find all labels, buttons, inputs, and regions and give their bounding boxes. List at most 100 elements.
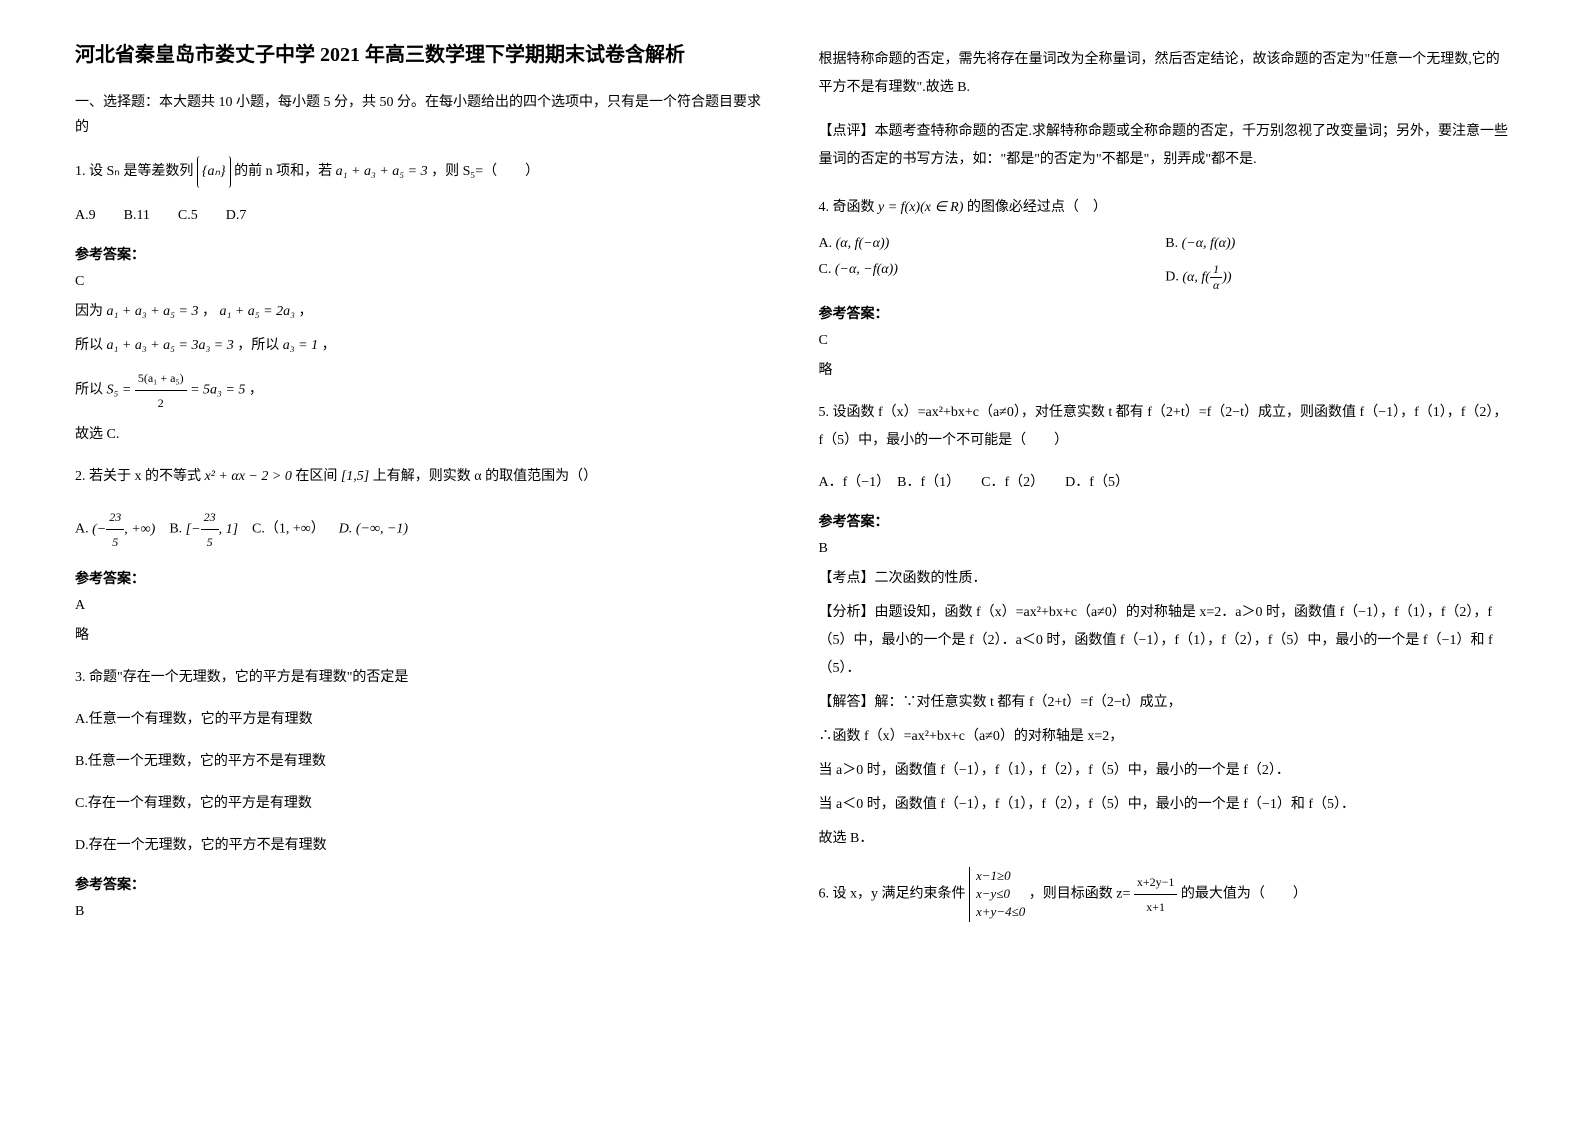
- q5-exp1: 【考点】二次函数的性质．: [819, 565, 1513, 593]
- q6-c2: x−y≤0: [976, 885, 1025, 903]
- q3-optC: C.存在一个有理数，它的平方是有理数: [75, 790, 769, 818]
- q4-answer: C: [819, 333, 1513, 349]
- q2-optA: (−235, +∞): [92, 522, 155, 537]
- q1-stem-pre: 1. 设 Sₙ 是等差数列: [75, 164, 193, 179]
- q5-exp3: 【解答】解：∵对任意实数 t 都有 f（2+t）=f（2−t）成立，: [819, 689, 1513, 717]
- q5-answer-label: 参考答案：: [819, 511, 1513, 531]
- q1-exp2-mid: ，所以: [237, 338, 279, 353]
- q3-optB: B.任意一个无理数，它的平方不是有理数: [75, 748, 769, 776]
- q1-exp1-post: ，: [298, 304, 312, 319]
- q2-ineq: x² + αx − 2 > 0: [205, 469, 292, 484]
- q4-optA-pre: A.: [819, 236, 833, 251]
- q6-stem-post: 的最大值为（ ）: [1181, 887, 1307, 902]
- q4-optD: (α, f(1α)): [1182, 270, 1231, 285]
- q1-exp2-pre: 所以: [75, 338, 103, 353]
- q3-answer: B: [75, 904, 769, 920]
- q1-exp1-eq2: a₁ + a₅ = 2a₃: [219, 304, 295, 319]
- q5-answer: B: [819, 541, 1513, 557]
- q3-exp1: 根据特称命题的否定，需先将存在量词改为全称量词，然后否定结论，故该命题的否定为"…: [819, 46, 1513, 102]
- q6-c1: x−1≥0: [976, 867, 1025, 885]
- q2-stem-mid: 在区间: [295, 469, 337, 484]
- q5-exp4: ∴函数 f（x）=ax²+bx+c（a≠0）的对称轴是 x=2，: [819, 723, 1513, 751]
- q1-exp1-pre: 因为: [75, 304, 103, 319]
- question-1: 1. 设 Sₙ 是等差数列 {aₙ} 的前 n 项和，若 a₁ + a₃ + a…: [75, 156, 769, 188]
- q1-exp3-frac: 5(a₁ + a₅) 2: [135, 366, 187, 415]
- q1-exp3-post: = 5a₃ = 5: [190, 383, 245, 398]
- q1-exp3-s5: S₅ =: [107, 383, 132, 398]
- q1-exp2-eq1: a₁ + a₃ + a₅ = 3a₃ = 3: [107, 338, 234, 353]
- q1-stem-post: ，则 S₅=（ ）: [431, 164, 539, 179]
- q4-optB-pre: B.: [1165, 236, 1178, 251]
- q1-cond: a₁ + a₃ + a₅ = 3: [336, 164, 428, 179]
- q1-exp2: 所以 a₁ + a₃ + a₅ = 3a₃ = 3 ，所以 a₃ = 1 ，: [75, 332, 769, 360]
- q2-exp: 略: [75, 622, 769, 650]
- q4-optD-num: 1: [1210, 262, 1222, 278]
- q4-optD-cell: D. (α, f(1α)): [1165, 262, 1512, 293]
- q3-exp2: 【点评】本题考查特称命题的否定.求解特称命题或全称命题的否定，千万别忽视了改变量…: [819, 118, 1513, 174]
- q6-z-den: x+1: [1134, 895, 1178, 919]
- q2-optD: D. (−∞, −1): [339, 522, 408, 537]
- q4-exp: 略: [819, 357, 1513, 385]
- q2-stem-pre: 2. 若关于 x 的不等式: [75, 469, 201, 484]
- q3-answer-label: 参考答案：: [75, 874, 769, 894]
- q3-optD: D.存在一个无理数，它的平方不是有理数: [75, 832, 769, 860]
- q5-exp6: 当 a＜0 时，函数值 f（−1），f（1），f（2），f（5）中，最小的一个是…: [819, 791, 1513, 819]
- section-1-header: 一、选择题：本大题共 10 小题，每小题 5 分，共 50 分。在每小题给出的四…: [75, 90, 769, 140]
- q1-exp2-post: ，: [322, 338, 336, 353]
- q4-optC-pre: C.: [819, 262, 832, 277]
- question-3: 3. 命题"存在一个无理数，它的平方是有理数"的否定是: [75, 664, 769, 692]
- q2-optA-den: 5: [106, 530, 124, 554]
- q4-optC-cell: C. (−α, −f(α)): [819, 262, 1166, 293]
- q1-seq: {aₙ}: [197, 156, 231, 188]
- q6-z-frac: x+2y−1 x+1: [1134, 870, 1178, 919]
- q2-optB-num: 23: [201, 505, 219, 530]
- q4-optD-den: α: [1210, 278, 1222, 293]
- q1-exp2-eq2: a₃ = 1: [283, 338, 318, 353]
- question-4: 4. 奇函数 y = f(x)(x ∈ R) 的图像必经过点（ ）: [819, 194, 1513, 222]
- q4-optD-close: )): [1222, 270, 1231, 285]
- q4-optD-pre: D.: [1165, 270, 1179, 285]
- q1-exp1-mid: ，: [202, 304, 216, 319]
- q5-exp5: 当 a＞0 时，函数值 f（−1），f（1），f（2），f（5）中，最小的一个是…: [819, 757, 1513, 785]
- q4-optA-cell: A. (α, f(−α)): [819, 236, 1166, 252]
- q2-options: A. (−235, +∞) B. [−235, 1] C.（1, +∞） D. …: [75, 505, 769, 554]
- q6-stem-mid: ，则目标函数 z=: [1029, 887, 1131, 902]
- q4-stem-pre: 4. 奇函数: [819, 200, 875, 215]
- q1-exp3-end: ，: [249, 383, 263, 398]
- q4-optB-cell: B. (−α, f(α)): [1165, 236, 1512, 252]
- q1-exp3-den: 2: [135, 391, 187, 415]
- question-2: 2. 若关于 x 的不等式 x² + αx − 2 > 0 在区间 [1,5] …: [75, 463, 769, 491]
- q1-options: A.9 B.11 C.5 D.7: [75, 202, 769, 230]
- q5-exp2: 【分析】由题设知，函数 f（x）=ax²+bx+c（a≠0）的对称轴是 x=2．…: [819, 599, 1513, 683]
- q1-exp1: 因为 a₁ + a₃ + a₅ = 3 ， a₁ + a₅ = 2a₃ ，: [75, 298, 769, 326]
- q4-optB: (−α, f(α)): [1182, 236, 1236, 251]
- q5-exp7: 故选 B．: [819, 825, 1513, 853]
- q5-options: A．f（−1） B．f（1） C．f（2） D．f（5）: [819, 469, 1513, 497]
- q4-row1: A. (α, f(−α)) B. (−α, f(α)): [819, 236, 1513, 252]
- question-6: 6. 设 x，y 满足约束条件 x−1≥0 x−y≤0 x+y−4≤0 ，则目标…: [819, 867, 1513, 922]
- q2-optC: C.（1, +∞）: [252, 522, 325, 537]
- q1-exp1-eq1: a₁ + a₃ + a₅ = 3: [107, 304, 199, 319]
- q6-cases: x−1≥0 x−y≤0 x+y−4≤0: [969, 867, 1025, 922]
- q6-z-num: x+2y−1: [1134, 870, 1178, 895]
- q4-row2: C. (−α, −f(α)) D. (α, f(1α)): [819, 262, 1513, 293]
- q4-stem-post: 的图像必经过点（ ）: [967, 200, 1107, 215]
- q4-func: y = f(x)(x ∈ R): [878, 200, 963, 215]
- q3-optA: A.任意一个有理数，它的平方是有理数: [75, 706, 769, 734]
- q2-stem-post: 上有解，则实数 α 的取值范围为（）: [373, 469, 597, 484]
- exam-title: 河北省秦皇岛市娄丈子中学 2021 年高三数学理下学期期末试卷含解析: [75, 40, 769, 70]
- q4-answer-label: 参考答案：: [819, 303, 1513, 323]
- q2-answer: A: [75, 598, 769, 614]
- q6-c3: x+y−4≤0: [976, 903, 1025, 921]
- q2-optB-pre: B.: [169, 522, 182, 537]
- q2-optA-pre: A.: [75, 522, 89, 537]
- q4-optA: (α, f(−α)): [836, 236, 890, 251]
- q4-optC: (−α, −f(α)): [835, 262, 898, 277]
- left-column: 河北省秦皇岛市娄丈子中学 2021 年高三数学理下学期期末试卷含解析 一、选择题…: [50, 40, 794, 1082]
- question-5: 5. 设函数 f（x）=ax²+bx+c（a≠0），对任意实数 t 都有 f（2…: [819, 399, 1513, 455]
- q2-answer-label: 参考答案：: [75, 568, 769, 588]
- q1-exp3: 所以 S₅ = 5(a₁ + a₅) 2 = 5a₃ = 5 ，: [75, 366, 769, 415]
- q2-optA-num: 23: [106, 505, 124, 530]
- q4-optD-outer: (α, f(: [1182, 270, 1210, 285]
- q2-interval: [1,5]: [341, 469, 369, 484]
